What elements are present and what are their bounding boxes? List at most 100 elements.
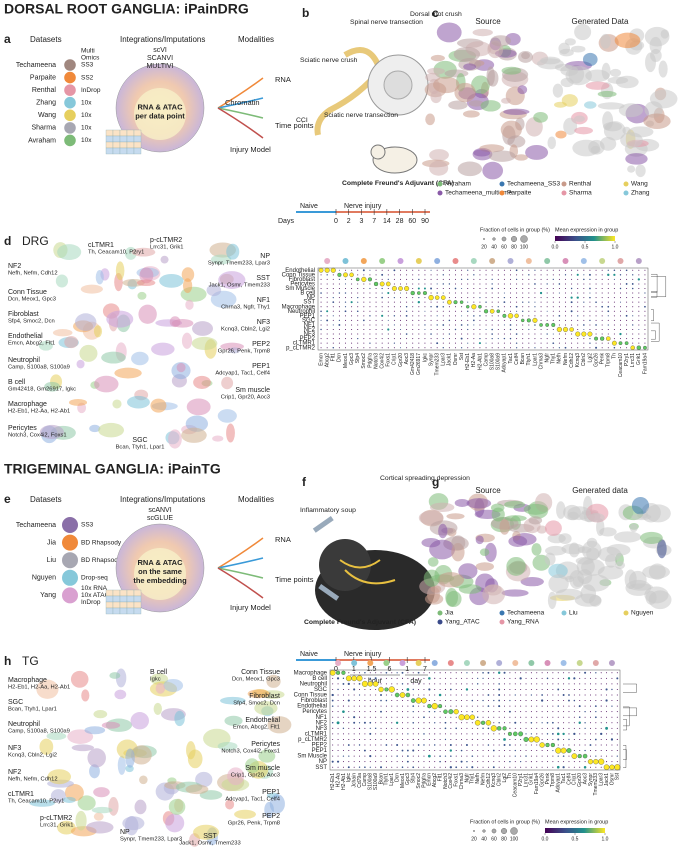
group-dot <box>342 258 349 264</box>
umap-cluster <box>64 335 79 349</box>
expression-dot <box>600 732 603 736</box>
umap-cluster <box>131 247 156 257</box>
expression-dot <box>455 688 457 690</box>
expression-dot <box>471 304 477 310</box>
expression-dot <box>347 682 350 686</box>
umap-cluster <box>501 589 529 597</box>
expression-dot <box>363 297 365 299</box>
expression-dot <box>455 274 456 276</box>
expression-dot <box>487 755 489 757</box>
umap-cluster <box>564 38 576 46</box>
label: S100a9 <box>373 773 379 790</box>
expression-dot <box>568 733 570 735</box>
label: Endothelial <box>297 704 327 710</box>
expression-dot <box>375 301 377 303</box>
expression-dot <box>442 315 444 317</box>
table-cell <box>133 129 142 137</box>
label: Gpr26 <box>539 773 545 787</box>
expression-dot <box>594 738 597 741</box>
label: Sciatic nerve transection <box>324 112 398 119</box>
expression-dot <box>461 329 463 330</box>
expression-dot <box>473 297 475 299</box>
group-dot <box>367 660 374 666</box>
expression-dot <box>571 324 573 326</box>
expression-dot <box>450 755 452 757</box>
umap-cluster <box>597 565 624 580</box>
expression-dot <box>611 705 613 707</box>
umap-cluster <box>567 506 591 521</box>
expression-dot <box>497 342 499 344</box>
expression-dot <box>423 744 425 746</box>
expression-dot <box>406 324 408 326</box>
expression-dot <box>638 338 640 340</box>
umap-cluster <box>52 329 73 337</box>
label: PEP1 <box>262 789 280 796</box>
umap-cluster <box>548 574 569 594</box>
expression-dot <box>516 338 518 340</box>
expression-dot <box>644 319 646 321</box>
expression-dot <box>387 319 389 321</box>
expression-dot <box>479 310 481 312</box>
expression-dot <box>607 288 609 289</box>
expression-dot <box>338 310 340 312</box>
dendrogram <box>651 276 666 297</box>
umap-cluster <box>501 97 511 104</box>
expression-dot <box>326 274 328 276</box>
dendrogram <box>651 274 658 293</box>
dendrogram <box>623 707 637 716</box>
expression-dot <box>406 297 408 299</box>
expression-dot <box>424 347 426 349</box>
expression-dot <box>620 324 621 326</box>
expression-dot <box>578 721 581 724</box>
expression-dot <box>583 338 585 340</box>
expression-dot <box>563 738 565 740</box>
expression-dot <box>332 738 334 740</box>
expression-dot <box>428 750 430 752</box>
expression-dot <box>551 322 556 327</box>
expression-dot <box>589 766 591 768</box>
umap-cluster <box>94 375 119 393</box>
expression-dot <box>439 683 441 685</box>
umap-cluster <box>577 569 593 585</box>
umap-cluster <box>558 533 572 545</box>
expression-dot <box>348 761 350 763</box>
expression-dot <box>581 331 587 337</box>
expression-dot <box>577 338 579 340</box>
expression-dot <box>385 705 387 707</box>
umap-cluster <box>165 813 185 833</box>
table-cell <box>112 129 121 137</box>
expression-dot <box>479 301 481 303</box>
expression-dot <box>361 680 368 687</box>
expression-dot <box>436 315 438 317</box>
expression-dot <box>428 716 430 718</box>
expression-dot <box>430 287 432 290</box>
label: Macrophage <box>8 401 47 408</box>
expression-dot <box>498 711 500 713</box>
label: NF2 <box>316 720 328 726</box>
expression-dot <box>369 694 371 696</box>
expression-dot <box>583 328 585 331</box>
expression-dot <box>638 319 640 321</box>
expression-dot <box>520 761 522 763</box>
expression-dot <box>369 755 372 758</box>
expression-dot <box>583 288 585 289</box>
expression-dot <box>423 733 425 735</box>
expression-dot <box>616 711 618 713</box>
expression-dot <box>503 342 505 344</box>
expression-dot <box>565 278 566 280</box>
expression-dot <box>611 677 613 679</box>
expression-dot <box>493 722 495 724</box>
umap-cluster <box>39 738 54 755</box>
label: Crip1 <box>572 773 578 785</box>
size-legend-dot <box>501 828 507 834</box>
expression-dot <box>448 269 450 271</box>
label: Igkc <box>150 677 161 683</box>
expression-dot <box>400 333 401 335</box>
expression-dot <box>619 332 622 336</box>
expression-dot <box>428 699 430 702</box>
expression-dot <box>332 315 334 317</box>
expression-dot <box>466 766 468 768</box>
umap-cluster <box>427 67 445 75</box>
expression-dot <box>391 711 393 713</box>
expression-dot <box>557 677 559 679</box>
